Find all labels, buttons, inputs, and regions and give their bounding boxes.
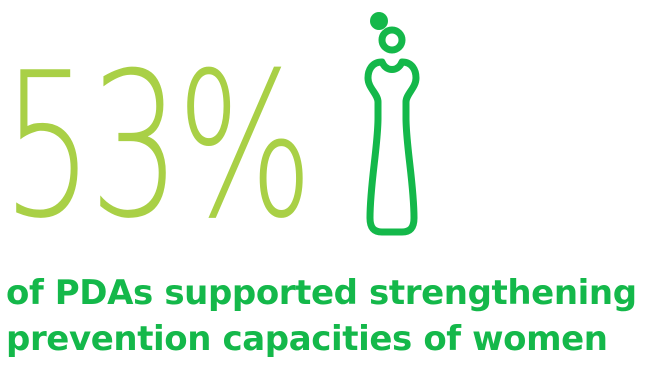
woman-figure-icon [364,12,420,236]
caption-line-1: of PDAs supported strengthening [6,273,637,313]
statistic-value: 53% [2,30,313,263]
caption-line-2: prevention capacities of women [6,319,608,359]
statistic-caption: of PDAs supported strengthening preventi… [6,270,661,362]
